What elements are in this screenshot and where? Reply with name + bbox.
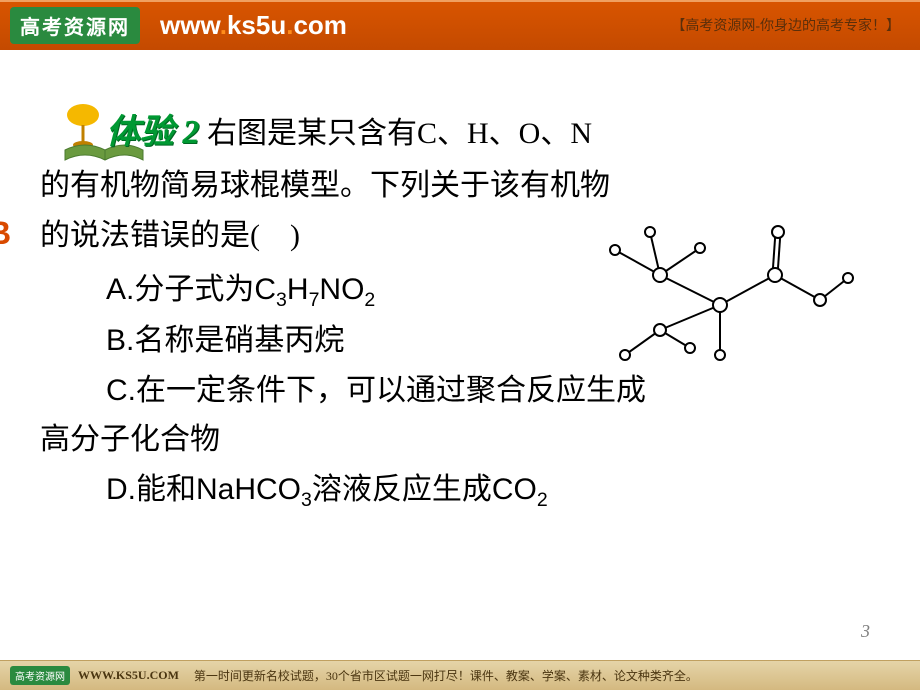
question-stem: 体验 2 右图是某只含有C、H、O、N — [40, 105, 880, 161]
option-d: D.能和NaHCO3溶液反应生成CO2 — [40, 465, 880, 516]
footer-url: WWW.KS5U.COM — [78, 668, 179, 683]
option-c-line2: 高分子化合物 — [40, 415, 880, 465]
question-line2: 的有机物简易球棍模型。下列关于该有机物 — [40, 161, 880, 211]
molecule-diagram — [600, 220, 860, 370]
option-c-line1: C.在一定条件下，可以通过聚合反应生成 — [40, 366, 880, 416]
slide-content: 体验 2 右图是某只含有C、H、O、N 的有机物简易球棍模型。下列关于该有机物 … — [0, 50, 920, 516]
site-tagline: 【高考资源网-你身边的高考专家！】 — [671, 15, 900, 35]
top-header: 高考资源网 www.ks5u.com 【高考资源网-你身边的高考专家！】 — [0, 0, 920, 50]
site-url: www.ks5u.com — [160, 10, 347, 41]
bottom-footer: 高考资源网 WWW.KS5U.COM 第一时间更新名校试题，30个省市区试题一网… — [0, 660, 920, 690]
experience-label: 体验 2 — [106, 114, 200, 151]
site-logo: 高考资源网 — [10, 7, 140, 44]
footer-slogan: 第一时间更新名校试题，30个省市区试题一网打尽！课件、教案、学案、素材、论文种类… — [194, 667, 698, 684]
footer-logo: 高考资源网 — [10, 666, 70, 685]
page-number: 3 — [861, 621, 870, 642]
answer-mark: B — [0, 207, 11, 260]
